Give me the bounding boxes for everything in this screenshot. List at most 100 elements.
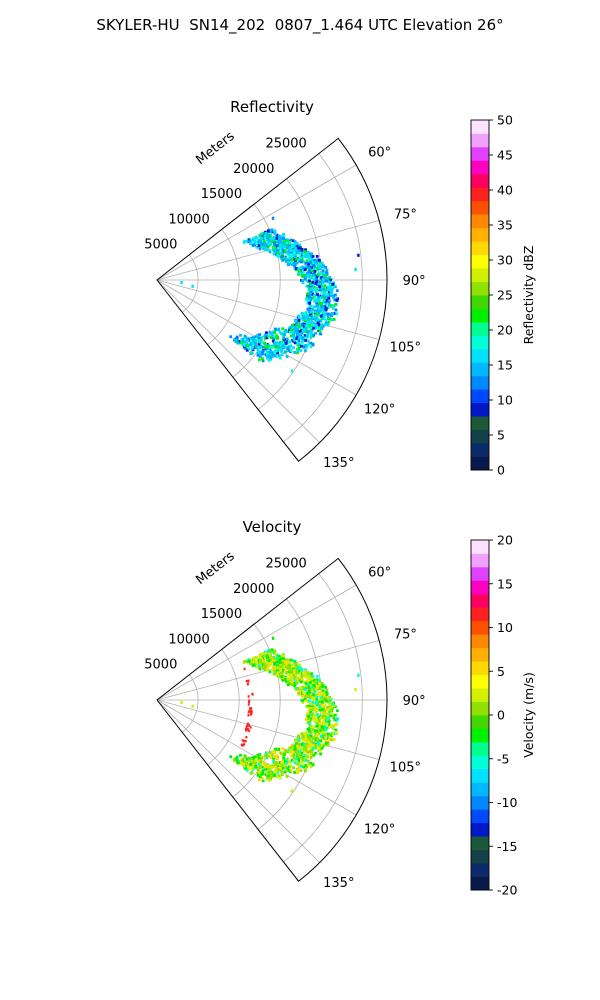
echo-pixel (272, 759, 275, 763)
echo-pixel (270, 771, 274, 775)
echo-pixel (289, 764, 293, 768)
echo-pixel (315, 278, 319, 281)
echo-pixel (265, 351, 269, 354)
echo-pixel (331, 714, 335, 718)
echo-pixel (180, 280, 183, 285)
echo-pixel (269, 658, 273, 662)
echo-pixel (274, 765, 277, 769)
echo-pixel (299, 686, 303, 690)
echo-pixel (269, 765, 273, 769)
echo-pixel (326, 713, 330, 717)
colorbar-tick-label: 10 (497, 620, 513, 635)
echo-pixel (292, 673, 296, 676)
echo-pixel (304, 344, 308, 347)
echo-pixel (277, 234, 281, 238)
echo-pixel (297, 691, 301, 695)
polar-grid (156, 153, 387, 443)
echo-pixel (312, 753, 316, 757)
echo-pixel (270, 659, 273, 663)
colorbar-swatch (471, 580, 489, 595)
echo-pixel (326, 705, 330, 709)
echo-pixel (323, 313, 326, 317)
echo-pixel (317, 684, 321, 688)
echo-pixel (299, 344, 303, 348)
echo-pixel (310, 330, 313, 334)
echo-pixel (313, 699, 317, 703)
echo-pixel (286, 750, 290, 754)
echo-pixel (293, 745, 297, 749)
echo-pixel (329, 724, 333, 728)
echo-pixel (252, 656, 256, 660)
echo-pixel (286, 683, 290, 686)
echo-pixel (326, 277, 330, 280)
echo-pixel (270, 648, 274, 652)
echo-pixel (318, 680, 322, 684)
echo-pixel (292, 251, 296, 255)
echo-pixel (191, 704, 194, 708)
echo-pixel (310, 319, 314, 323)
echo-pixel (317, 311, 321, 315)
echo-pixel (275, 775, 279, 779)
echo-pixel (294, 242, 298, 246)
echo-pixel (319, 698, 322, 702)
echo-pixel (331, 287, 335, 291)
echo-pixel (293, 327, 297, 331)
echo-pixel (272, 773, 276, 777)
echo-pixel (281, 660, 285, 664)
echo-pixel (314, 318, 318, 322)
echo-pixel (316, 713, 319, 717)
panel-title: Velocity (243, 518, 302, 536)
echo-pixel (259, 765, 262, 769)
colorbar-tick-label: 5 (497, 428, 505, 443)
echo-pixel (326, 315, 330, 319)
echo-pixel (296, 333, 300, 336)
echo-pixel (289, 326, 293, 329)
echo-pixel (293, 350, 297, 354)
echo-pixel (191, 284, 194, 288)
echo-pixel (318, 721, 322, 725)
echo-pixel (254, 758, 258, 762)
echo-pixel (272, 245, 276, 249)
echo-pixel (308, 688, 312, 692)
echo-pixel (309, 753, 313, 757)
echo-pixel (306, 343, 310, 347)
echo-pixel (318, 271, 322, 275)
echo-pixel (324, 712, 328, 716)
echo-pixel (285, 775, 289, 778)
echo-pixel (273, 751, 277, 754)
echo-pixel (290, 258, 294, 262)
echo-pixel (269, 771, 273, 774)
echo-pixel (305, 679, 309, 683)
echo-pixel (276, 351, 279, 355)
echo-pixel (267, 350, 271, 354)
echo-pixel (297, 666, 301, 670)
echo-pixel (302, 315, 306, 319)
echo-pixel (256, 333, 260, 337)
echo-pixel (248, 699, 251, 702)
echo-pixel (306, 745, 309, 749)
echo-pixel (282, 668, 285, 672)
echo-pixel (253, 243, 257, 247)
echo-pixel (243, 739, 246, 743)
echo-pixel (309, 710, 312, 714)
echo-pixel (332, 724, 336, 727)
echo-pixel (307, 265, 311, 269)
echo-pixel (309, 765, 313, 769)
colorbar-tick-label: 20 (497, 533, 513, 548)
echo-pixel (279, 752, 283, 755)
echo-pixel (303, 277, 307, 281)
echo-pixel (306, 717, 310, 721)
echo-pixel (304, 330, 308, 334)
echo-pixel (249, 238, 253, 242)
echo-pixel (279, 657, 283, 661)
azimuth-tick-label: 60° (368, 145, 391, 160)
echo-pixel (322, 299, 326, 303)
echo-pixel (300, 248, 304, 252)
echo-pixel (305, 699, 309, 703)
echo-pixel (289, 254, 293, 258)
echo-pixel (277, 346, 281, 350)
echo-pixel (259, 657, 263, 661)
echo-pixel (297, 267, 301, 271)
echo-pixel (307, 262, 311, 266)
echo-pixel (315, 674, 319, 678)
